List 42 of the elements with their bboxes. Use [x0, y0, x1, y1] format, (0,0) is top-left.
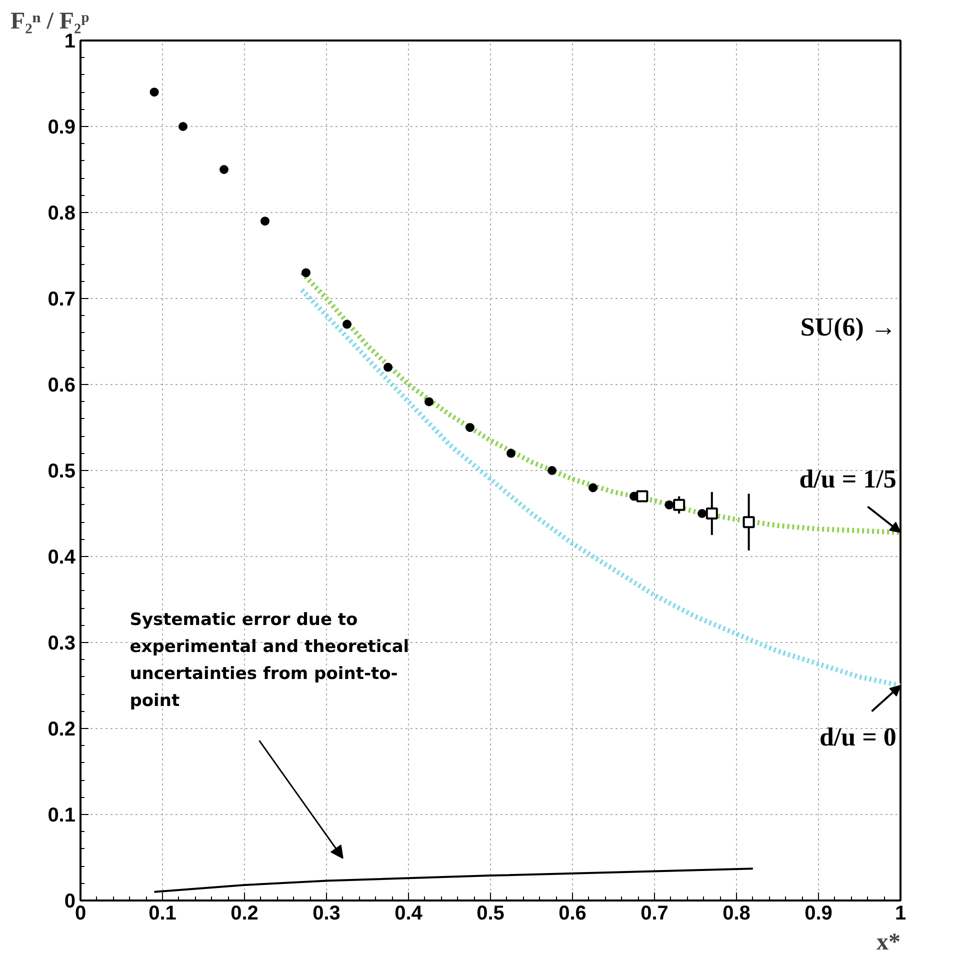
x-tick-label: 0.8 [722, 902, 750, 924]
point [506, 448, 516, 458]
point [673, 498, 686, 511]
x-tick-label: 0.9 [804, 902, 832, 924]
y-tick-label: 0.9 [48, 116, 76, 138]
point [742, 516, 755, 528]
point [178, 122, 188, 131]
y-tick-label: 0.3 [48, 632, 76, 654]
y-tick-label: 0.7 [48, 288, 76, 310]
point [698, 509, 707, 518]
point [302, 268, 310, 278]
x-tick-label: 0.3 [312, 902, 340, 924]
y-tick-label: 0.2 [48, 718, 76, 740]
annotation: SU(6) → [800, 312, 896, 342]
y-tick-label: 0.1 [48, 804, 76, 826]
x-tick-label: 0.1 [148, 902, 176, 924]
point [706, 508, 718, 520]
point [664, 500, 674, 510]
point [424, 397, 434, 406]
annotation: Systematic error due to experimental and theoretical uncertainties from point-to- point [130, 610, 410, 711]
x-tick-label: 0.4 [394, 902, 424, 924]
point [636, 490, 648, 502]
point [548, 466, 556, 475]
y-tick-label: 0.6 [48, 374, 76, 396]
y-tick-label: 0.4 [48, 546, 76, 568]
point [466, 423, 474, 432]
annotation: d/u = 1/5 [799, 464, 896, 494]
x-tick-label: 1 [894, 902, 906, 924]
point [220, 165, 228, 174]
point [260, 216, 270, 226]
x-axis-title: x* [876, 930, 900, 956]
point [384, 362, 392, 372]
y-tick-label: 0.8 [48, 202, 76, 224]
point [342, 320, 352, 329]
annotation: d/u = 0 [819, 722, 896, 752]
x-tick-label: 0.6 [558, 902, 586, 924]
x-tick-label: 0.5 [476, 902, 504, 924]
point [150, 88, 159, 97]
point [588, 483, 598, 492]
y-tick-label: 0.5 [48, 460, 76, 482]
x-tick-label: 0.2 [230, 902, 258, 924]
x-tick-label: 0.7 [640, 902, 668, 924]
